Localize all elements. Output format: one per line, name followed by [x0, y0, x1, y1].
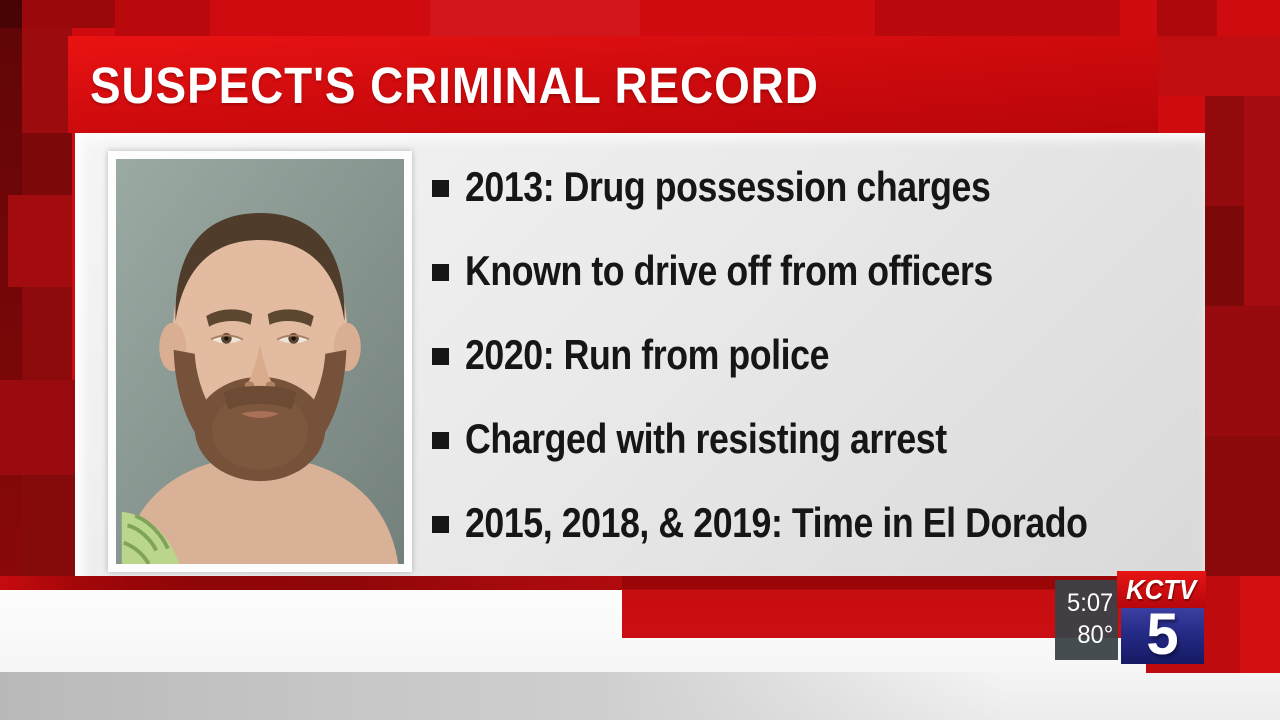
mosaic-tile [0, 380, 75, 475]
mosaic-tile [1244, 96, 1280, 306]
record-list: 2013: Drug possession charges Known to d… [432, 145, 1192, 565]
mosaic-tile [115, 0, 210, 36]
record-list-item: 2020: Run from police [432, 313, 1192, 397]
mosaic-tile [1157, 36, 1280, 96]
time-temp-box: 5:07 80° [1055, 580, 1118, 660]
record-item-text: 2015, 2018, & 2019: Time in El Dorado [465, 499, 1088, 546]
record-list-item: Known to drive off from officers [432, 229, 1192, 313]
mosaic-tile [22, 475, 75, 576]
bullet-square-icon [432, 431, 449, 449]
bullet-square-icon [432, 179, 449, 197]
mosaic-tile [430, 0, 640, 36]
kctv-wordmark-box: KCTV [1117, 571, 1206, 608]
record-item-text: Charged with resisting arrest [465, 415, 947, 462]
record-list-item: Charged with resisting arrest [432, 397, 1192, 481]
header-band: SUSPECT'S CRIMINAL RECORD [68, 36, 1158, 133]
channel-5-box: 5 [1121, 602, 1204, 667]
mosaic-tile [22, 133, 72, 195]
mosaic-tile [1205, 436, 1280, 576]
mosaic-tile [875, 0, 1120, 36]
temperature: 80° [1077, 621, 1114, 649]
clock-time: 5:07 [1067, 589, 1114, 617]
mosaic-tile [8, 195, 72, 287]
bottom-gray-strip [0, 672, 1010, 720]
record-item-text: Known to drive off from officers [465, 247, 993, 294]
mosaic-tile [22, 28, 72, 133]
content-panel: 2013: Drug possession charges Known to d… [75, 133, 1205, 578]
mosaic-tile [22, 287, 72, 380]
bullet-square-icon [432, 263, 449, 281]
mosaic-tile [0, 0, 22, 590]
mugshot-image [116, 159, 404, 564]
mosaic-tile [1205, 306, 1280, 436]
kctv-wordmark: KCTV [1126, 574, 1197, 605]
page-title: SUSPECT'S CRIMINAL RECORD [90, 57, 819, 114]
record-item-text: 2013: Drug possession charges [465, 163, 991, 210]
record-item-text: 2020: Run from police [465, 331, 830, 378]
bullet-square-icon [432, 347, 449, 365]
record-list-item: 2013: Drug possession charges [432, 145, 1192, 229]
channel-number: 5 [1146, 602, 1179, 667]
red-divider-line [0, 576, 640, 590]
mosaic-tile [0, 0, 115, 28]
record-list-item: 2015, 2018, & 2019: Time in El Dorado [432, 481, 1192, 565]
mugshot-photo [108, 151, 412, 572]
bullet-square-icon [432, 515, 449, 533]
mosaic-tile [1157, 0, 1217, 36]
